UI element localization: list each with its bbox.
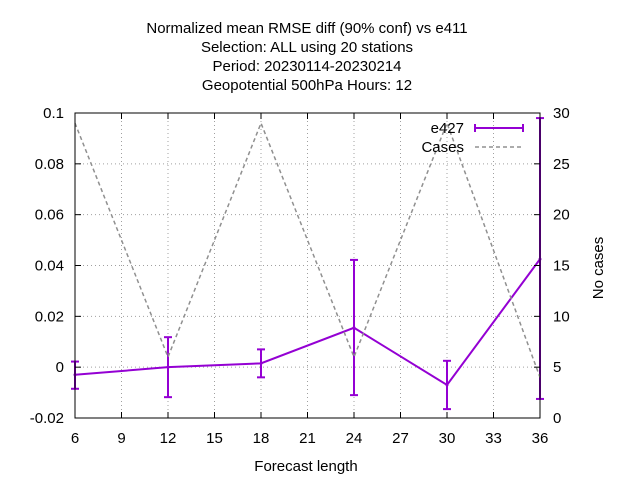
y-tick-label: 0 <box>56 359 64 376</box>
series-line-e427 <box>74 258 541 387</box>
x-tick-label: 24 <box>346 430 363 447</box>
title-line: Period: 20230114-20230214 <box>212 58 401 75</box>
x-tick-label: 12 <box>160 430 177 447</box>
y-tick-label: 0.08 <box>35 156 64 173</box>
title-line: Geopotential 500hPa Hours: 12 <box>202 77 412 94</box>
x-tick-label: 27 <box>392 430 409 447</box>
series-line-cases <box>74 121 541 378</box>
x-tick-label: 9 <box>117 430 125 447</box>
data-point <box>166 365 170 369</box>
y2-tick-label: 5 <box>553 359 561 376</box>
y2-tick-label: 20 <box>553 207 570 224</box>
y-tick-label: 0.06 <box>35 207 64 224</box>
y2-axis-label: No cases <box>590 237 607 300</box>
axis-ticks: 6 9 12 15 18 21 24 27 30 33 36 -0.02 0 0.02 0.04 0.06 0.… <box>30 105 570 447</box>
legend: e427 Cases <box>421 120 524 156</box>
grid <box>75 113 540 418</box>
x-tick-label: 30 <box>439 430 456 447</box>
x-tick-label: 36 <box>532 430 549 447</box>
title-line: Selection: ALL using 20 stations <box>201 39 413 56</box>
y2-tick-label: 0 <box>553 410 561 427</box>
x-axis-label: Forecast length <box>254 458 357 475</box>
y-tick-label: 0.1 <box>43 105 64 122</box>
y2-tick-label: 30 <box>553 105 570 122</box>
data-point <box>445 383 449 387</box>
x-tick-label: 6 <box>71 430 79 447</box>
title-line: Normalized mean RMSE diff (90% conf) vs … <box>146 20 467 37</box>
x-tick-label: 33 <box>485 430 502 447</box>
x-tick-label: 21 <box>299 430 316 447</box>
legend-label: Cases <box>421 139 464 156</box>
data-point <box>352 326 356 330</box>
y-tick-label: -0.02 <box>30 410 64 427</box>
x-tick-label: 18 <box>253 430 270 447</box>
y-tick-label: 0.02 <box>35 308 64 325</box>
chart-title: Normalized mean RMSE diff (90% conf) vs … <box>146 20 467 94</box>
y2-tick-label: 10 <box>553 308 570 325</box>
y2-tick-label: 25 <box>553 156 570 173</box>
legend-label: e427 <box>431 120 464 137</box>
y2-tick-label: 15 <box>553 258 570 275</box>
data-point <box>259 361 263 365</box>
y-tick-label: 0.04 <box>35 258 64 275</box>
x-tick-label: 15 <box>206 430 223 447</box>
